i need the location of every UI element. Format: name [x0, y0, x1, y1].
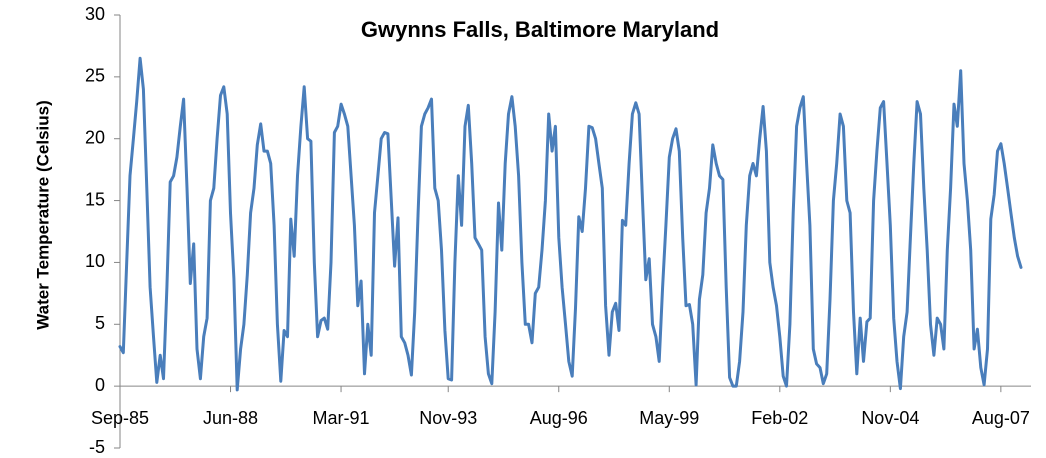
y-axis-label: Water Temperature (Celsius) [33, 100, 52, 330]
y-tick-label: 10 [85, 251, 105, 271]
x-tick-label: May-99 [639, 408, 699, 428]
x-tick-label: Mar-91 [313, 408, 370, 428]
x-tick-label: Nov-93 [419, 408, 477, 428]
y-tick-label: 25 [85, 66, 105, 86]
y-tick-label: 20 [85, 127, 105, 147]
x-tick-label: Aug-96 [530, 408, 588, 428]
x-tick-label: Nov-04 [861, 408, 919, 428]
x-tick-label: Jun-88 [203, 408, 258, 428]
x-tick-label: Aug-07 [972, 408, 1030, 428]
data-line [118, 56, 1023, 392]
y-tick-label: 0 [95, 375, 105, 395]
y-tick-label: 5 [95, 313, 105, 333]
y-tick-label: 30 [85, 4, 105, 24]
x-tick-label: Feb-02 [751, 408, 808, 428]
y-tick-label: -5 [89, 437, 105, 457]
y-tick-label: 15 [85, 189, 105, 209]
chart-title: Gwynns Falls, Baltimore Maryland [361, 17, 719, 42]
x-tick-label: Sep-85 [91, 408, 149, 428]
